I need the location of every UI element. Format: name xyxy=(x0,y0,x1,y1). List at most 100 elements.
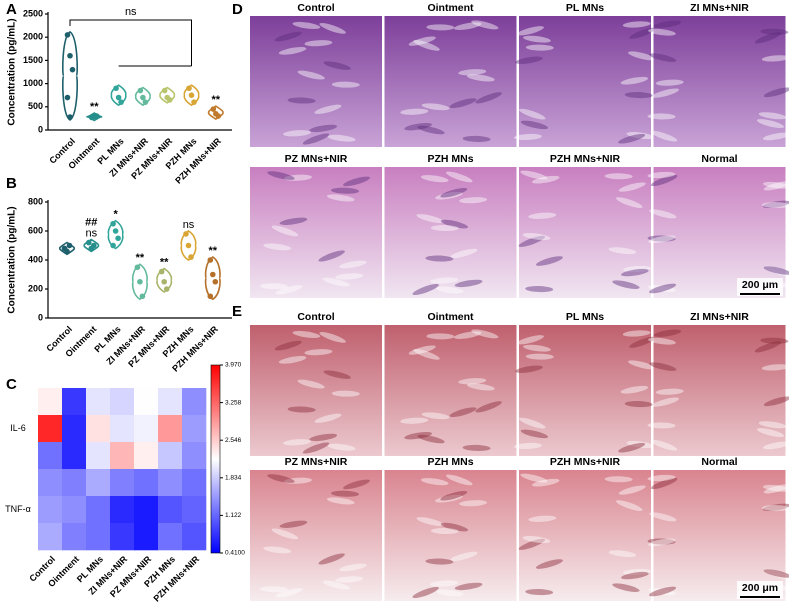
tissue-image xyxy=(384,16,517,147)
y-tick-label: 1500 xyxy=(23,55,43,65)
significance-label: ## xyxy=(85,217,97,229)
tissue-texture xyxy=(520,429,549,439)
tissue-texture xyxy=(420,175,449,183)
tissue-texture xyxy=(655,79,684,86)
tissue-texture xyxy=(259,283,288,290)
data-point xyxy=(113,85,119,92)
tissue-texture xyxy=(339,563,367,572)
tissue-texture xyxy=(271,225,299,237)
colorbar-tick-label: 3.970 xyxy=(225,362,242,369)
tissue-texture xyxy=(754,341,782,353)
scale-bar-label: 200 μm xyxy=(742,279,778,291)
tissue-texture xyxy=(513,442,542,450)
heatmap-cell xyxy=(134,442,159,470)
tissue-texture xyxy=(515,56,543,64)
tissue-texture xyxy=(763,266,789,275)
tissue-texture xyxy=(762,503,789,512)
tissue-texture xyxy=(435,191,463,200)
tissue-texture xyxy=(458,378,487,385)
tissue-texture xyxy=(314,413,342,423)
tissue-texture xyxy=(518,417,546,429)
data-point xyxy=(112,228,119,234)
tissue-texture xyxy=(525,286,554,293)
tissue-image xyxy=(384,470,517,601)
tile-title: PZH MNs+NIR xyxy=(550,153,621,165)
tissue-texture xyxy=(425,255,454,262)
tissue-texture xyxy=(626,131,655,140)
y-tick-label: 800 xyxy=(28,196,43,206)
heatmap-cell xyxy=(62,523,87,551)
data-point xyxy=(94,113,100,119)
tissue-texture xyxy=(408,345,436,355)
tissue-texture xyxy=(523,35,551,43)
tissue-texture xyxy=(615,500,643,511)
tissue-texture xyxy=(531,175,560,184)
data-point xyxy=(134,264,141,271)
tissue-texture xyxy=(421,103,450,111)
tissue-texture xyxy=(331,490,360,497)
tissue-texture xyxy=(758,112,787,120)
tissue-texture xyxy=(535,559,563,569)
violin xyxy=(107,219,124,250)
data-point xyxy=(161,278,167,285)
violin xyxy=(183,84,200,107)
heatmap-cell xyxy=(38,496,63,524)
heatmap-cell xyxy=(134,469,159,497)
tissue-texture xyxy=(649,586,677,597)
tissue-texture xyxy=(309,124,338,133)
tile-title: ZI MNs+NIR xyxy=(690,311,749,323)
colorbar-tick-label: 1.122 xyxy=(225,512,242,519)
tissue-texture xyxy=(331,81,360,88)
tissue-texture xyxy=(522,232,551,241)
tissue-texture xyxy=(528,515,557,522)
tissue-texture xyxy=(653,329,682,337)
data-point xyxy=(115,235,121,242)
tissue-texture xyxy=(420,478,449,486)
tissue-texture xyxy=(647,538,676,545)
tissue-texture xyxy=(287,406,316,413)
tissue-texture xyxy=(762,441,789,450)
tile-title: PZH MNs+NIR xyxy=(550,456,621,468)
tissue-texture xyxy=(650,439,678,451)
tissue-texture xyxy=(651,397,680,407)
tissue-texture xyxy=(274,340,302,351)
tissue-texture xyxy=(326,497,355,505)
tissue-texture xyxy=(649,53,677,62)
violin xyxy=(62,30,78,121)
tissue-texture xyxy=(339,260,367,269)
heatmap-cell xyxy=(86,469,111,497)
tissue-texture xyxy=(283,130,312,137)
tissue-texture xyxy=(449,98,477,109)
tissue-texture xyxy=(416,517,444,527)
tissue-texture xyxy=(450,551,478,562)
tissue-texture xyxy=(263,243,292,251)
tissue-texture xyxy=(426,24,455,31)
bracket-label: ns xyxy=(125,6,137,18)
violin xyxy=(83,238,100,253)
data-point xyxy=(118,99,124,105)
tissue-texture xyxy=(649,209,677,219)
heatmap-cell xyxy=(110,469,135,497)
data-point xyxy=(215,113,222,119)
tissue-texture xyxy=(647,235,676,242)
heatmap-cell xyxy=(134,415,159,443)
tissue-texture xyxy=(412,283,439,296)
data-point xyxy=(66,242,73,249)
heatmap-cell xyxy=(182,388,207,416)
tissue-texture xyxy=(618,485,646,495)
tissue-texture xyxy=(267,474,295,483)
tissue-texture xyxy=(756,428,785,438)
tissue-texture xyxy=(604,173,633,180)
tissue-texture xyxy=(651,88,680,98)
tissue-texture xyxy=(274,31,302,42)
tissue-texture xyxy=(647,422,676,429)
tissue-texture xyxy=(513,133,542,141)
tissue-image xyxy=(250,167,382,298)
tissue-texture xyxy=(618,133,646,144)
tissue-texture xyxy=(322,277,350,287)
tile-title: PL MNs xyxy=(566,2,604,14)
violin xyxy=(110,84,127,107)
violin xyxy=(134,86,151,107)
panel-label: A xyxy=(6,1,17,18)
y-tick-label: 600 xyxy=(28,225,43,235)
